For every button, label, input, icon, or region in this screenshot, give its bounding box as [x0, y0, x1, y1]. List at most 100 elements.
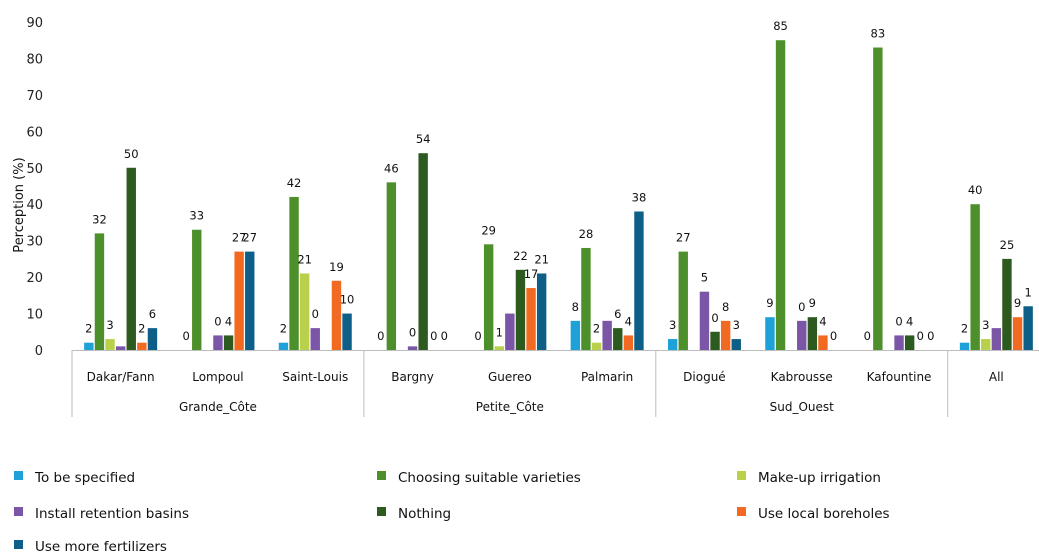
- bar: [613, 328, 623, 350]
- bar: [818, 335, 828, 350]
- data-label: 0: [830, 329, 837, 343]
- bar: [483, 244, 494, 350]
- bar: [213, 335, 223, 350]
- data-label: 32: [92, 212, 107, 226]
- data-label: 4: [906, 314, 913, 328]
- y-axis-label: Perception (%): [12, 157, 27, 252]
- data-label: 17: [524, 267, 539, 281]
- bar: [710, 331, 720, 350]
- legend-label: To be specified: [34, 470, 135, 486]
- group-label: Grande_Côte: [179, 400, 257, 414]
- bar: [407, 346, 418, 350]
- legend-label: Install retention basins: [35, 506, 189, 522]
- data-label: 83: [871, 27, 886, 41]
- data-label: 9: [809, 296, 816, 310]
- data-label: 4: [225, 314, 232, 328]
- y-tick-label: 90: [26, 16, 43, 31]
- bar: [991, 328, 1002, 350]
- legend-swatch: [737, 507, 746, 516]
- bar: [904, 335, 915, 350]
- bar: [570, 320, 581, 350]
- category-label: Dakar/Fann: [87, 370, 155, 384]
- bar: [1023, 306, 1033, 350]
- x-axis: Dakar/Fann Lompoul Saint-Louis Bargny Guereo…: [71, 350, 1039, 417]
- legend-swatch: [14, 540, 23, 549]
- bar: [278, 342, 289, 350]
- category-label: All: [989, 370, 1004, 384]
- category-label: Palmarin: [581, 370, 633, 384]
- data-label: 27: [676, 231, 691, 245]
- bar: [581, 247, 591, 350]
- legend-swatch: [14, 507, 23, 516]
- bar: [894, 335, 904, 350]
- bar: [591, 342, 602, 350]
- data-label: 8: [722, 300, 729, 314]
- data-label: 46: [384, 161, 399, 175]
- data-label: 4: [625, 314, 632, 328]
- group-label: Petite_Côte: [476, 400, 544, 414]
- data-label: 9: [1014, 296, 1021, 310]
- data-label: 3: [733, 318, 740, 332]
- data-label: 0: [214, 314, 221, 328]
- y-tick-label: 10: [26, 308, 43, 323]
- bar: [299, 273, 310, 350]
- data-label: 21: [534, 252, 549, 266]
- bar: [623, 335, 634, 350]
- data-label: 0: [895, 314, 902, 328]
- bar: [536, 273, 547, 350]
- legend-swatch: [377, 471, 386, 480]
- data-label: 40: [968, 183, 983, 197]
- category-label: Kafountine: [867, 370, 932, 384]
- y-tick-label: 20: [26, 271, 43, 286]
- bar: [342, 313, 352, 350]
- category-label: Bargny: [391, 370, 434, 384]
- data-label: 42: [287, 176, 302, 190]
- bar: [84, 342, 94, 350]
- data-label: 0: [409, 325, 416, 339]
- data-label: 29: [481, 223, 496, 237]
- bar: [505, 313, 515, 350]
- data-label: 0: [927, 329, 934, 343]
- bar: [245, 251, 255, 350]
- bar: [765, 317, 775, 350]
- data-label: 22: [513, 249, 528, 263]
- y-tick-label: 80: [26, 52, 43, 67]
- y-tick-label: 50: [26, 162, 43, 177]
- bar: [667, 339, 678, 350]
- data-label: 0: [474, 329, 481, 343]
- data-label: 4: [819, 314, 826, 328]
- data-label: 85: [773, 19, 788, 33]
- bar: [602, 320, 612, 350]
- data-label: 0: [182, 329, 189, 343]
- bar: [289, 196, 299, 350]
- data-label: 1: [1024, 285, 1031, 299]
- data-label: 33: [189, 209, 204, 223]
- bar: [807, 317, 818, 350]
- data-label: 2: [961, 322, 968, 336]
- bar: [873, 47, 883, 351]
- bar: [331, 280, 342, 350]
- data-label: 9: [766, 296, 773, 310]
- data-label: 6: [149, 307, 156, 321]
- bar: [775, 40, 786, 350]
- data-label: 0: [312, 307, 319, 321]
- legend-label: Use more fertilizers: [35, 539, 167, 555]
- bar: [494, 346, 504, 350]
- bar: [147, 328, 158, 350]
- bar: [115, 346, 126, 350]
- data-label: 19: [329, 260, 344, 274]
- data-label: 3: [106, 318, 113, 332]
- y-axis: 0 10 20 30 40 50 60 70 80 90: [26, 16, 43, 359]
- y-tick-label: 60: [26, 125, 43, 140]
- bar: [699, 291, 710, 350]
- bar: [137, 342, 147, 350]
- bar: [223, 335, 234, 350]
- data-label: 0: [430, 329, 437, 343]
- y-tick-label: 40: [26, 198, 43, 213]
- bar: [1012, 317, 1023, 350]
- category-label: Lompoul: [192, 370, 243, 384]
- bar: [386, 182, 397, 350]
- legend-swatch: [737, 471, 746, 480]
